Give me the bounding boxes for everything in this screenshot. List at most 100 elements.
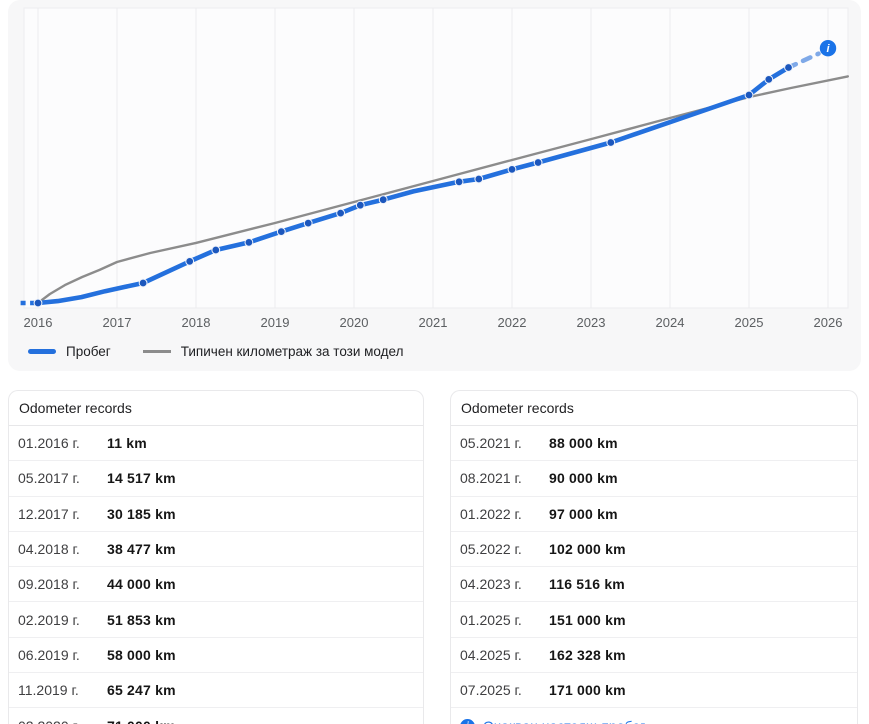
record-mileage: 11 km bbox=[107, 435, 147, 452]
mileage-chart-card: 2016 2017 2018 2019 2020 2021 2022 2023 2024 2025… bbox=[8, 0, 861, 371]
record-date: 05.2017 г. bbox=[18, 470, 80, 487]
record-date: 12.2017 г. bbox=[18, 505, 80, 522]
typical-line-swatch bbox=[142, 350, 171, 353]
x-axis-label: 2024 bbox=[656, 315, 685, 330]
record-date: 04.2023 г. bbox=[460, 576, 522, 593]
record-mileage: 14 517 km bbox=[107, 470, 176, 487]
record-mileage: 171 000 km bbox=[549, 682, 626, 699]
x-axis-label: 2019 bbox=[261, 315, 290, 330]
table-row: 02.2020 г.71 000 km bbox=[9, 708, 423, 724]
table-body: 05.2021 г. 88 000 km 08.2021 г. 90 000 km 01… bbox=[451, 426, 857, 709]
record-mileage: 44 000 km bbox=[107, 576, 176, 593]
table-title: Odometer records bbox=[451, 391, 857, 426]
data-point-dot[interactable] bbox=[764, 75, 774, 84]
record-date: 01.2016 г. bbox=[18, 435, 80, 452]
record-date: 05.2022 г. bbox=[460, 541, 522, 558]
x-axis-label: 2025 bbox=[735, 315, 764, 330]
data-point-dot[interactable] bbox=[474, 174, 484, 184]
record-date: 11.2019 г. bbox=[18, 682, 79, 699]
record-mileage: 88 000 km bbox=[549, 435, 618, 452]
legend-label-mileage: Пробег bbox=[66, 344, 111, 359]
x-axis-label: 2023 bbox=[577, 315, 606, 330]
record-date: 05.2021 г. bbox=[460, 435, 522, 452]
x-axis-label: 2017 bbox=[103, 315, 132, 330]
record-date: 01.2025 г. bbox=[460, 611, 522, 628]
record-date: 04.2025 г. bbox=[460, 646, 522, 663]
table-row: 05.2017 г. 14 517 km bbox=[9, 461, 423, 497]
record-mileage: 102 000 km bbox=[549, 541, 626, 558]
data-point-dot[interactable] bbox=[185, 257, 195, 266]
record-mileage: 51 853 km bbox=[107, 611, 176, 628]
expected-mileage-info-icon[interactable] bbox=[819, 40, 837, 57]
record-date: 02.2020 г. bbox=[18, 718, 107, 724]
record-date: 02.2019 г. bbox=[18, 611, 80, 628]
record-mileage: 38 477 km bbox=[107, 541, 176, 558]
data-point-dot[interactable] bbox=[744, 90, 754, 100]
expected-mileage-label: Очакван настоящ пробег bbox=[483, 718, 645, 724]
record-mileage: 116 516 km bbox=[549, 576, 625, 593]
mileage-line-swatch bbox=[28, 349, 56, 354]
table-row: 04.2018 г. 38 477 km bbox=[9, 532, 423, 568]
record-mileage: 162 328 km bbox=[549, 646, 626, 663]
odometer-table-left: Odometer records 01.2016 г. 11 km 05.2017 … bbox=[8, 390, 424, 724]
table-body: 01.2016 г. 11 km 05.2017 г. 14 517 km 12.201… bbox=[9, 426, 423, 724]
table-row: 12.2017 г. 30 185 km bbox=[9, 497, 423, 532]
record-date: 06.2019 г. bbox=[18, 646, 80, 663]
table-row: 04.2025 г. 162 328 km bbox=[451, 638, 857, 674]
data-point-dot[interactable] bbox=[138, 278, 148, 288]
chart-legend: Пробег Типичен километраж за този модел bbox=[28, 344, 403, 359]
record-mileage: 58 000 km bbox=[107, 646, 176, 663]
table-title: Odometer records bbox=[9, 391, 423, 426]
table-row: 08.2021 г. 90 000 km bbox=[451, 461, 857, 497]
record-date: 04.2018 г. bbox=[18, 541, 80, 558]
table-row: 01.2022 г. 97 000 km bbox=[451, 497, 857, 532]
data-point-dot[interactable] bbox=[244, 238, 254, 247]
x-axis-label: 2016 bbox=[24, 315, 53, 330]
table-row: 01.2025 г. 151 000 km bbox=[451, 602, 857, 638]
table-row: 04.2023 г. 116 516 km bbox=[451, 567, 857, 603]
record-date: 08.2021 г. bbox=[460, 470, 522, 487]
record-mileage: 65 247 km bbox=[107, 682, 176, 699]
data-point-dot[interactable] bbox=[606, 138, 616, 147]
data-point-dot[interactable] bbox=[355, 200, 365, 210]
table-row: 01.2016 г. 11 km bbox=[9, 426, 423, 462]
record-mileage: 151 000 km bbox=[549, 611, 626, 628]
table-row: 07.2025 г. 171 000 km bbox=[451, 673, 857, 709]
record-mileage: 30 185 km bbox=[107, 505, 176, 522]
info-icon-glyph: i bbox=[826, 43, 830, 55]
info-icon: i bbox=[460, 718, 475, 724]
data-point-dot[interactable] bbox=[533, 158, 543, 167]
record-mileage: 97 000 km bbox=[549, 505, 618, 522]
data-point-dot[interactable] bbox=[454, 177, 464, 187]
data-point-dot[interactable] bbox=[211, 245, 221, 255]
legend-label-typical: Типичен километраж за този модел bbox=[180, 344, 404, 359]
odometer-table-right: Odometer records 05.2021 г. 88 000 km 08.2… bbox=[450, 390, 858, 724]
x-axis-label: 2021 bbox=[419, 315, 448, 330]
x-axis-label: 2026 bbox=[814, 315, 843, 330]
legend-item-typical: Типичен километраж за този модел bbox=[142, 344, 404, 359]
data-point-dot[interactable] bbox=[276, 227, 286, 237]
table-row: 05.2021 г. 88 000 km bbox=[451, 426, 857, 462]
table-row: 11.2019 г. 65 247 km bbox=[9, 673, 423, 709]
data-point-dot[interactable] bbox=[33, 298, 43, 308]
data-point-dot[interactable] bbox=[784, 63, 793, 72]
table-row: 06.2019 г. 58 000 km bbox=[9, 638, 423, 674]
expected-mileage-footer: i Очакван настоящ пробег bbox=[451, 708, 857, 724]
plot-area[interactable] bbox=[23, 7, 849, 309]
x-axis-label: 2022 bbox=[498, 315, 527, 330]
data-point-dot[interactable] bbox=[378, 195, 388, 205]
table-row: 09.2018 г. 44 000 km bbox=[9, 567, 423, 603]
data-point-dot[interactable] bbox=[336, 208, 346, 218]
data-point-dot[interactable] bbox=[303, 218, 313, 228]
data-point-dot[interactable] bbox=[507, 165, 517, 174]
legend-item-mileage: Пробег bbox=[28, 344, 111, 359]
mileage-forecast-line bbox=[786, 51, 821, 70]
record-date: 09.2018 г. bbox=[18, 576, 80, 593]
x-axis-label: 2018 bbox=[182, 315, 211, 330]
record-mileage: 90 000 km bbox=[549, 470, 618, 487]
record-date: 07.2025 г. bbox=[460, 682, 522, 699]
table-row: 02.2019 г. 51 853 km bbox=[9, 602, 423, 638]
record-date: 01.2022 г. bbox=[460, 505, 522, 522]
mileage-chart[interactable]: 2016 2017 2018 2019 2020 2021 2022 2023 2024 2025… bbox=[8, 0, 861, 338]
